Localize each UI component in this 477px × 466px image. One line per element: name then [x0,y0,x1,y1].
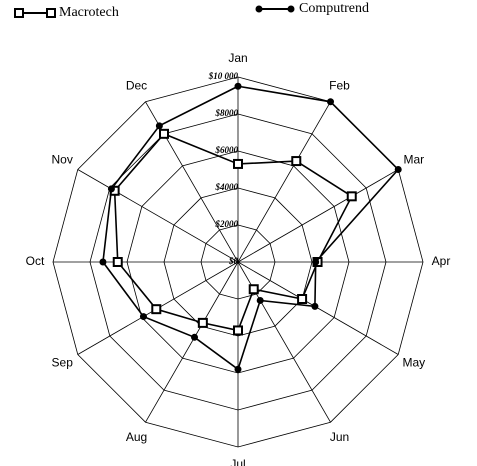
marker [151,304,162,315]
series-line [102,85,400,371]
marker [99,258,107,266]
marker [312,258,320,266]
category-label: Mar [403,153,424,167]
y-tick-label: $0 [228,256,239,266]
marker [291,156,302,167]
category-label: Aug [126,430,147,444]
marker [155,122,163,130]
category-label: Nov [52,153,73,167]
y-tick-label: $8000 [215,108,239,118]
marker [346,191,357,202]
marker [256,296,264,304]
y-tick-label: $4000 [215,182,239,192]
y-tick-label: $6000 [215,145,239,155]
spoke [237,261,399,355]
marker [297,294,308,304]
marker [394,166,402,173]
marker [327,98,334,106]
marker [248,284,259,295]
marker [234,82,242,90]
spoke [237,101,331,263]
category-label: Feb [329,78,350,92]
legend-label: Macrotech [59,5,119,20]
marker [311,302,319,310]
spoke [237,169,399,263]
marker [197,317,208,328]
category-label: Oct [26,254,45,268]
legend-label: Computrend [299,1,369,16]
category-label: Dec [126,78,147,92]
spoke [77,169,239,263]
marker [233,325,243,336]
marker [191,333,199,341]
legend-marker [46,8,56,18]
category-label: Jul [230,457,245,466]
category-label: Jan [228,51,247,65]
category-label: Jun [330,430,349,444]
category-label: May [402,356,425,370]
marker [233,158,243,169]
marker [234,365,242,373]
category-label: Apr [432,254,451,268]
category-label: Sep [52,356,74,370]
y-tick-label: $10 000 [208,71,239,81]
marker [159,128,169,139]
legend-marker [287,5,295,13]
spoke [145,261,239,423]
y-tick-label: $2000 [215,219,239,229]
marker [112,257,123,267]
legend-marker [14,8,24,18]
legend-marker [255,5,263,13]
marker [107,185,115,193]
marker [139,313,147,321]
